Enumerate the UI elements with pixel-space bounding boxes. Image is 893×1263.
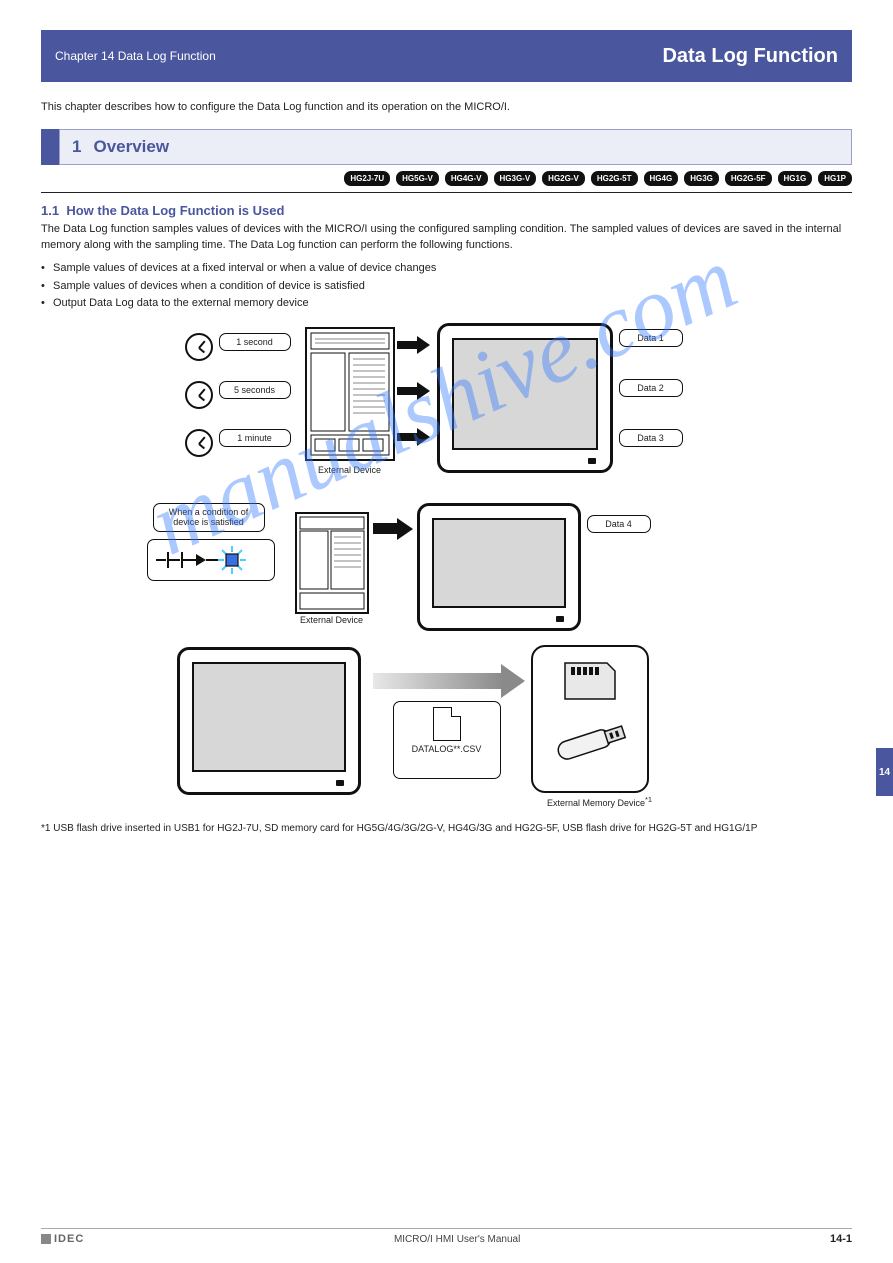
hmi-display-icon — [417, 503, 581, 631]
page-footer: IDEC MICRO/I HMI User's Manual 14-1 — [41, 1228, 852, 1245]
footnote: *1 USB flash drive inserted in USB1 for … — [41, 823, 852, 834]
ladder-lamp-icon — [147, 539, 275, 581]
bubble-condition: When a condition ofdevice is satisfied — [153, 503, 265, 532]
model-chip: HG4G — [644, 171, 679, 186]
bubble-data-2: Data 2 — [619, 379, 683, 397]
bullet-item: •Sample values of devices when a conditi… — [41, 278, 852, 296]
clock-icon — [185, 381, 213, 409]
hmi-display-icon — [437, 323, 613, 473]
section-number: 1 — [72, 137, 81, 157]
brand-logo: IDEC — [41, 1233, 84, 1245]
model-chip: HG2G-5F — [725, 171, 772, 186]
model-chip: HG4G-V — [445, 171, 488, 186]
bubble-interval-1: 1 second — [219, 333, 291, 351]
model-chip: HG3G — [684, 171, 719, 186]
subsection-body: The Data Log function samples values of … — [41, 222, 852, 254]
plc-device-icon: External Device — [295, 511, 369, 615]
plc-label: External Device — [305, 465, 395, 475]
clock-icon — [185, 429, 213, 457]
figure-sampling-interval: 1 second 5 seconds 1 minute — [167, 323, 727, 493]
bubble-data-3: Data 3 — [619, 429, 683, 447]
model-chip: HG1G — [778, 171, 813, 186]
bullet-item: •Sample values of devices at a fixed int… — [41, 260, 852, 278]
section-stripe — [41, 129, 59, 165]
chapter-side-tab: 14 — [876, 748, 893, 796]
model-chip: HG5G-V — [396, 171, 439, 186]
model-chip: HG1P — [818, 171, 852, 186]
model-chips-row: HG2J-7U HG5G-V HG4G-V HG3G-V HG2G-V HG2G-5T HG… — [41, 171, 852, 186]
bubble-interval-2: 5 seconds — [219, 381, 291, 399]
clock-icon — [185, 333, 213, 361]
figure-output-external: DATALOG**.CSV External Memory Devi — [137, 643, 757, 815]
page-number: 14-1 — [830, 1233, 852, 1245]
usb-icon — [549, 717, 635, 767]
plc-label: External Device — [295, 615, 369, 625]
figure-condition-sample: When a condition ofdevice is satisfied E… — [147, 503, 747, 633]
bullet-item: •Output Data Log data to the external me… — [41, 295, 852, 313]
model-chip: HG2J-7U — [344, 171, 390, 186]
section-title: Overview — [93, 137, 169, 157]
model-chip: HG2G-V — [542, 171, 585, 186]
model-chip: HG3G-V — [494, 171, 537, 186]
bullets-list: •Sample values of devices at a fixed int… — [41, 260, 852, 313]
bubble-data-4: Data 4 — [587, 515, 651, 533]
filename-label: DATALOG**.CSV — [412, 744, 482, 754]
subsection-number: 1.1 — [41, 203, 59, 218]
doc-title-footer: MICRO/I HMI User's Manual — [394, 1234, 520, 1245]
section-heading: 1 Overview — [41, 129, 852, 165]
subsection-title: How the Data Log Function is Used — [66, 203, 284, 218]
file-icon — [433, 707, 461, 741]
section-title-box: 1 Overview — [59, 129, 852, 165]
hmi-display-icon — [177, 647, 361, 795]
plc-device-icon: External Device — [305, 325, 395, 465]
chapter-title: Data Log Function — [662, 45, 838, 68]
chapter-header: Chapter 14 Data Log Function Data Log Fu… — [41, 30, 852, 82]
sdcard-icon — [557, 659, 621, 703]
subsection-heading: 1.1 How the Data Log Function is Used — [41, 203, 852, 218]
bubble-data-1: Data 1 — [619, 329, 683, 347]
ext-mem-label: External Memory Device*1 — [525, 795, 675, 808]
external-memory-group — [531, 645, 649, 793]
intro-text: This chapter describes how to configure … — [41, 100, 852, 115]
model-chip: HG2G-5T — [591, 171, 638, 186]
section-divider — [41, 192, 852, 193]
chapter-breadcrumb: Chapter 14 Data Log Function — [55, 49, 216, 63]
bubble-interval-3: 1 minute — [219, 429, 291, 447]
